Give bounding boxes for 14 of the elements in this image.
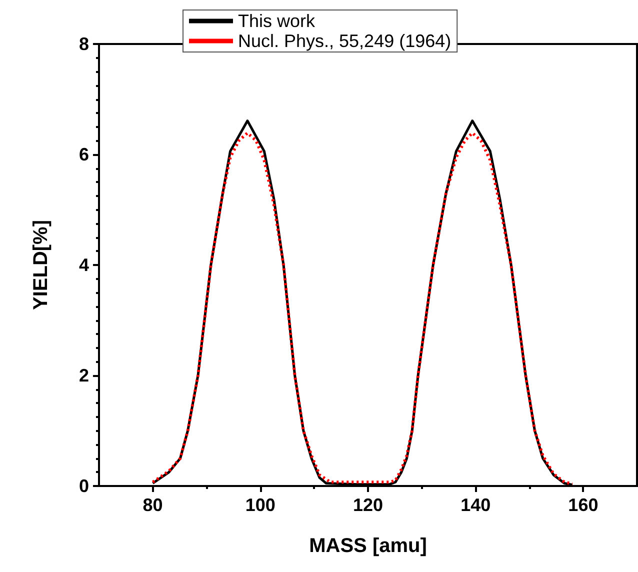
x-axis-title: MASS [amu] <box>309 535 427 557</box>
legend-label: This work <box>238 11 316 31</box>
y-tick-label: 8 <box>78 34 89 54</box>
x-tick-label: 160 <box>568 495 598 515</box>
legend-label: Nucl. Phys., 55,249 (1964) <box>238 31 452 51</box>
y-axis-title: YIELD[%] <box>30 220 52 310</box>
y-tick-label: 2 <box>78 366 89 386</box>
x-tick-label: 80 <box>142 495 163 515</box>
x-tick-label: 120 <box>352 495 384 515</box>
y-tick-label: 4 <box>78 255 89 275</box>
y-tick-label: 6 <box>78 144 89 164</box>
x-tick-label: 100 <box>245 495 276 515</box>
y-tick-label: 0 <box>78 476 89 496</box>
x-tick-label: 140 <box>460 495 491 515</box>
